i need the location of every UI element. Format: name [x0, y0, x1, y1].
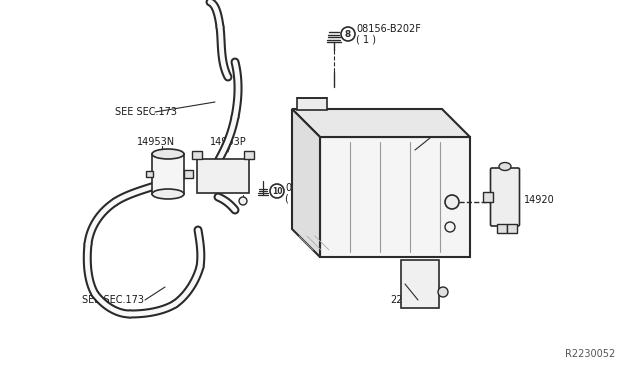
- Ellipse shape: [445, 195, 459, 209]
- Bar: [146, 171, 153, 177]
- Text: 8: 8: [345, 29, 351, 38]
- Bar: [192, 151, 202, 159]
- Text: 14920: 14920: [524, 195, 555, 205]
- Ellipse shape: [152, 149, 184, 159]
- Circle shape: [239, 197, 247, 205]
- Bar: [507, 224, 517, 232]
- Bar: [401, 260, 439, 308]
- FancyBboxPatch shape: [490, 168, 520, 226]
- Ellipse shape: [499, 163, 511, 170]
- Circle shape: [270, 184, 284, 198]
- Text: SEE SEC.173: SEE SEC.173: [82, 295, 144, 305]
- Polygon shape: [292, 109, 320, 257]
- Text: 14950: 14950: [432, 129, 463, 139]
- Polygon shape: [292, 109, 470, 137]
- Text: 14953P: 14953P: [210, 137, 247, 147]
- Circle shape: [341, 27, 355, 41]
- Bar: [483, 192, 493, 202]
- Text: 22365: 22365: [390, 295, 421, 305]
- Bar: [320, 137, 470, 257]
- Ellipse shape: [438, 287, 448, 297]
- FancyBboxPatch shape: [197, 159, 249, 193]
- Bar: [297, 98, 327, 110]
- Circle shape: [445, 222, 455, 232]
- Text: 14953N: 14953N: [137, 137, 175, 147]
- Text: 10: 10: [272, 186, 282, 196]
- Text: SEE SEC.173: SEE SEC.173: [115, 107, 177, 117]
- Bar: [184, 170, 193, 178]
- Text: ( 1 ): ( 1 ): [356, 34, 376, 44]
- Text: R2230052: R2230052: [564, 349, 615, 359]
- Bar: [497, 224, 507, 232]
- Text: 08156-B202F: 08156-B202F: [356, 24, 421, 34]
- Text: 0B1B6-B202A: 0B1B6-B202A: [285, 183, 352, 193]
- Bar: [244, 151, 254, 159]
- Text: ( 1 ): ( 1 ): [285, 193, 305, 203]
- Ellipse shape: [152, 189, 184, 199]
- Bar: [152, 154, 184, 194]
